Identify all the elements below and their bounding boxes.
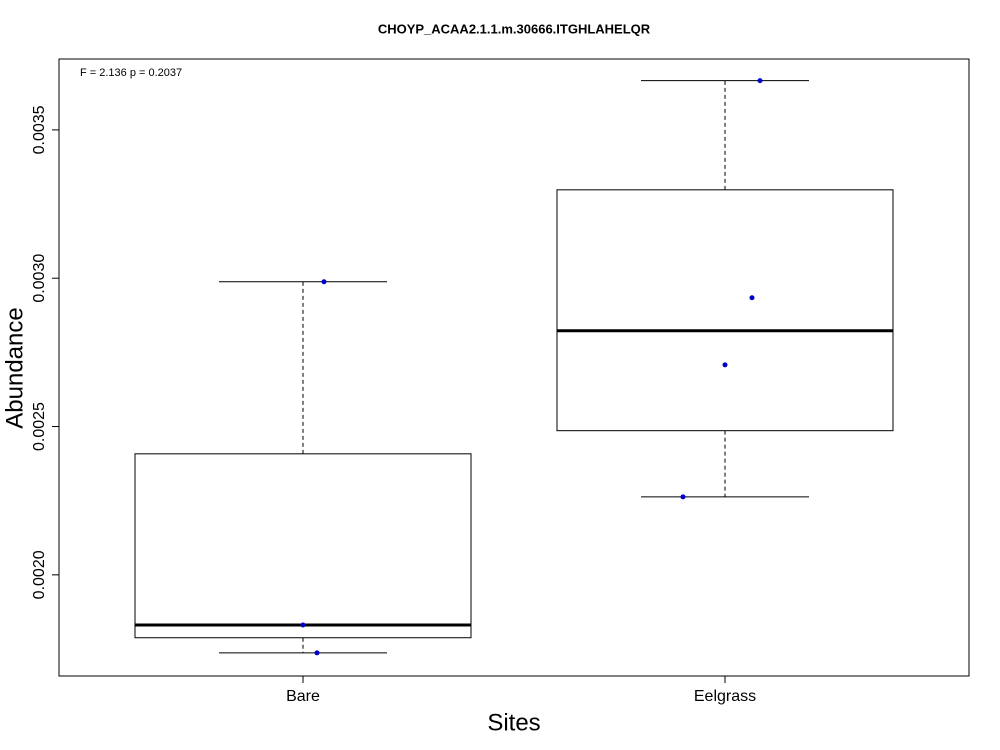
box xyxy=(134,453,472,639)
data-point xyxy=(314,650,320,656)
data-point xyxy=(680,494,686,500)
y-tick-label: 0.0035 xyxy=(31,105,48,154)
y-tick-label: 0.0020 xyxy=(31,550,48,599)
y-axis-label: Abundance xyxy=(1,307,28,428)
box xyxy=(556,189,894,432)
annotation: F = 2.136 p = 0.2037 xyxy=(80,67,182,79)
plot-frame xyxy=(58,58,970,677)
data-point xyxy=(321,279,327,285)
data-point xyxy=(300,622,306,628)
y-tick-label: 0.0030 xyxy=(31,254,48,303)
data-point xyxy=(757,78,763,84)
chart-title: CHOYP_ACAA2.1.1.m.30666.ITGHLAHELQR xyxy=(378,21,651,36)
x-tick-label: Bare xyxy=(286,688,320,705)
x-tick-label: Eelgrass xyxy=(694,688,756,705)
y-tick-label: 0.0025 xyxy=(31,402,48,451)
data-point xyxy=(749,295,755,301)
x-axis-label: Sites xyxy=(487,709,540,736)
data-point xyxy=(722,362,728,368)
